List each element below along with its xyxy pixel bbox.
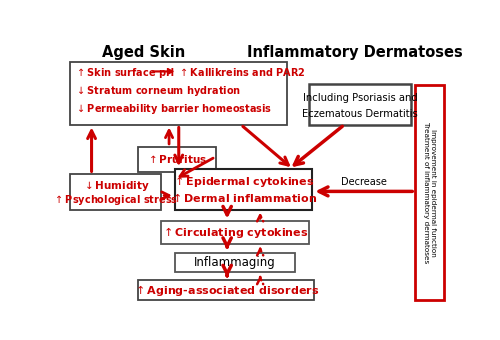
Text: $\downarrow$Permeability barrier homeostasis: $\downarrow$Permeability barrier homeost… bbox=[75, 102, 272, 116]
Text: $\uparrow$Skin surface pH: $\uparrow$Skin surface pH bbox=[75, 66, 174, 80]
Text: Eczematous Dermatitis: Eczematous Dermatitis bbox=[302, 109, 418, 119]
FancyBboxPatch shape bbox=[175, 253, 295, 272]
Text: $\uparrow$Dermal inflammation: $\uparrow$Dermal inflammation bbox=[170, 191, 317, 204]
FancyBboxPatch shape bbox=[70, 62, 287, 124]
Text: Improvement in epidermal function
Treatment of inflammatory dermatoses: Improvement in epidermal function Treatm… bbox=[423, 122, 436, 263]
FancyBboxPatch shape bbox=[308, 84, 411, 124]
Text: $\uparrow$Epidermal cytokines: $\uparrow$Epidermal cytokines bbox=[172, 174, 315, 189]
FancyBboxPatch shape bbox=[162, 221, 308, 244]
Text: $\uparrow$Kallikreins and PAR2: $\uparrow$Kallikreins and PAR2 bbox=[178, 66, 305, 78]
Text: $\uparrow$Aging-associated disorders: $\uparrow$Aging-associated disorders bbox=[133, 283, 320, 298]
Text: $\downarrow$Humidity: $\downarrow$Humidity bbox=[82, 179, 150, 193]
FancyBboxPatch shape bbox=[175, 169, 312, 210]
Text: $\downarrow$Stratum corneum hydration: $\downarrow$Stratum corneum hydration bbox=[75, 84, 241, 98]
Text: Including Psoriasis and: Including Psoriasis and bbox=[302, 94, 418, 103]
FancyBboxPatch shape bbox=[415, 85, 444, 300]
FancyBboxPatch shape bbox=[138, 280, 314, 300]
Text: $\uparrow$Circulating cytokines: $\uparrow$Circulating cytokines bbox=[161, 225, 308, 240]
Text: Inflammatory Dermatoses: Inflammatory Dermatoses bbox=[247, 45, 463, 60]
Text: $\uparrow$Psychological stress: $\uparrow$Psychological stress bbox=[53, 193, 178, 207]
FancyBboxPatch shape bbox=[138, 147, 216, 172]
Text: Inflammaging: Inflammaging bbox=[194, 256, 276, 269]
Text: Decrease: Decrease bbox=[341, 177, 386, 187]
FancyBboxPatch shape bbox=[70, 174, 162, 210]
Text: $\uparrow$Pruritus: $\uparrow$Pruritus bbox=[146, 153, 208, 165]
Text: Aged Skin: Aged Skin bbox=[102, 45, 186, 60]
